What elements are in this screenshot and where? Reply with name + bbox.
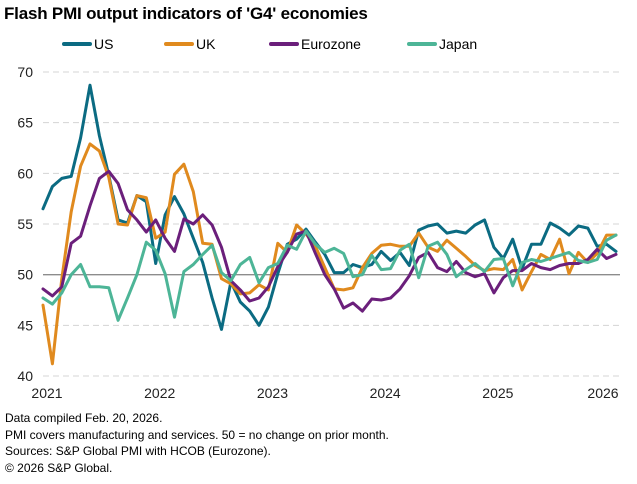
x-tick-label: 2024 xyxy=(370,385,401,401)
y-tick-label: 70 xyxy=(17,64,33,80)
footer-notes: Data compiled Feb. 20, 2026. PMI covers … xyxy=(5,410,389,476)
y-tick-label: 60 xyxy=(17,165,33,181)
legend-item-us: US xyxy=(62,36,113,52)
y-axis: 40 45 50 55 60 65 70 xyxy=(17,64,33,384)
x-tick-label: 2026 xyxy=(587,385,618,401)
y-tick-label: 40 xyxy=(17,368,33,384)
legend-swatch-eurozone xyxy=(269,42,299,46)
footnote-copyright: © 2026 S&P Global. xyxy=(5,460,113,475)
legend-swatch-us xyxy=(62,42,92,46)
chart-title: Flash PMI output indicators of 'G4' econ… xyxy=(4,4,368,23)
series-line-uk xyxy=(41,142,618,366)
legend-item-uk: UK xyxy=(164,36,215,52)
y-tick-label: 45 xyxy=(17,317,33,333)
series-lines xyxy=(41,83,618,366)
y-tick-label: 50 xyxy=(17,267,33,283)
x-axis: 2021 2022 2023 2024 2025 2026 xyxy=(31,385,618,401)
legend-label-us: US xyxy=(94,36,114,52)
y-tick-label: 55 xyxy=(17,216,33,232)
x-tick-label: 2025 xyxy=(482,385,513,401)
footnote-sources: Sources: S&P Global PMI with HCOB (Euroz… xyxy=(5,444,271,458)
x-tick-label: 2022 xyxy=(144,385,175,401)
legend-swatch-japan xyxy=(407,42,437,46)
y-tick-label: 65 xyxy=(17,115,33,131)
x-tick-label: 2021 xyxy=(31,385,62,401)
legend-item-japan: Japan xyxy=(407,36,477,52)
legend-label-japan: Japan xyxy=(439,36,478,52)
gridlines xyxy=(43,71,620,377)
legend-label-uk: UK xyxy=(196,36,216,52)
series-line-japan xyxy=(41,229,618,322)
series-line-eurozone xyxy=(41,169,618,313)
footnote-data-compiled: Data compiled Feb. 20, 2026. xyxy=(5,411,163,425)
legend-label-eurozone: Eurozone xyxy=(301,36,361,52)
legend-swatch-uk xyxy=(164,42,194,46)
x-tick-label: 2023 xyxy=(257,385,288,401)
legend: US UK Eurozone Japan xyxy=(0,36,637,56)
footnote-pmi-coverage: PMI covers manufacturing and services. 5… xyxy=(5,427,389,442)
legend-item-eurozone: Eurozone xyxy=(269,36,361,52)
